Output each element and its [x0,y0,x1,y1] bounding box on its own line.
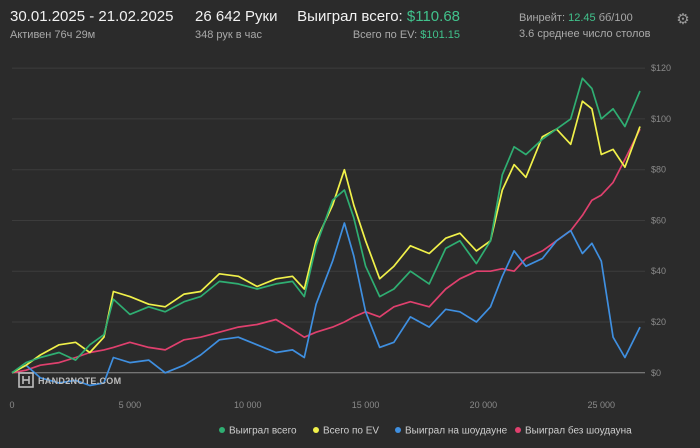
y-tick-label: $0 [651,368,661,378]
hand2note-logo: HAND2NOTE.COM [18,372,121,388]
y-tick-label: $20 [651,317,666,327]
y-tick-label: $40 [651,266,666,276]
x-tick-label: 25 000 [588,400,616,410]
legend-label: Выиграл на шоудауне [405,426,508,437]
x-tick-label: 5 000 [119,400,142,410]
chart-grid [12,67,645,374]
chart-lines [11,77,641,387]
y-tick-label: $100 [651,114,671,124]
legend-marker [219,427,225,433]
ev-label: Всего по EV: [352,29,418,41]
legend-marker [313,427,319,433]
x-tick-label: 15 000 [352,400,380,410]
winrate-label: Винрейт: [519,12,566,24]
y-axis-ticks: $120 $100 $80 $60 $40 $20 $0 [651,63,671,378]
hand2note-logo-text: HAND2NOTE.COM [38,376,121,386]
legend-label: Всего по EV [323,426,379,437]
legend-label: Выиграл без шоудауна [525,425,632,437]
ev-value: $101.15 [420,29,460,41]
y-tick-label: $120 [651,63,671,73]
gear-icon[interactable]: ⚙ [676,11,690,28]
series-line [11,77,641,374]
hands-per-hour: 348 рук в час [195,29,263,41]
won-total-value: $110.68 [406,8,460,25]
legend-marker [515,427,521,433]
legend-label: Выиграл всего [229,426,297,437]
chart-legend: Выиграл всего Всего по EV Выиграл на шоуда… [219,425,632,437]
series-line [11,222,641,387]
winrate-value: 12.45 [568,12,596,24]
x-tick-label: 20 000 [470,400,498,410]
date-range: 30.01.2025 - 21.02.2025 [10,8,174,25]
date-block: 30.01.2025 - 21.02.2025 Активен 76ч 29м [10,8,173,41]
avg-tables: 3.6 среднее число столов [519,28,651,40]
won-total-label: Выиграл всего: [297,8,403,25]
series-line [11,128,641,374]
active-time: Активен 76ч 29м [10,29,96,41]
y-tick-label: $80 [651,165,666,175]
x-axis-ticks: 0 5 000 10 000 15 000 20 000 25 000 [9,400,615,410]
x-tick-label: 10 000 [234,400,262,410]
hand2note-logo-icon [18,372,34,388]
winnings-block: Выиграл всего: $110.68 Всего по EV: $101… [290,8,460,41]
winrate-block: Винрейт: 12.45 бб/100 3.6 среднее число … [519,12,651,40]
hands-block: 26 642 Руки 348 рук в час [195,8,278,41]
legend-marker [395,427,401,433]
y-tick-label: $60 [651,215,666,225]
hands-count: 26 642 Руки [195,8,278,25]
series-line [11,100,641,374]
x-tick-label: 0 [9,400,14,410]
winrate-unit: бб/100 [598,12,633,24]
